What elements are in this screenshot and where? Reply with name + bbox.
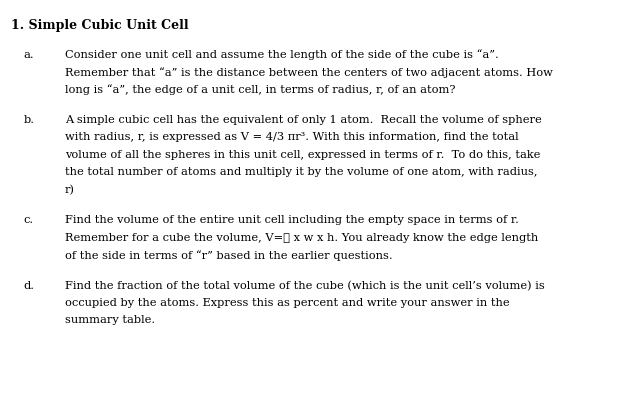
Text: Find the fraction of the total volume of the cube (which is the unit cell’s volu: Find the fraction of the total volume of… bbox=[65, 280, 545, 290]
Text: a.: a. bbox=[23, 50, 34, 59]
Text: d.: d. bbox=[23, 280, 35, 290]
Text: the total number of atoms and multiply it by the volume of one atom, with radius: the total number of atoms and multiply i… bbox=[65, 167, 537, 177]
Text: A simple cubic cell has the equivalent of only 1 atom.  Recall the volume of sph: A simple cubic cell has the equivalent o… bbox=[65, 115, 542, 125]
Text: volume of all the spheres in this unit cell, expressed in terms of r.  To do thi: volume of all the spheres in this unit c… bbox=[65, 150, 540, 159]
Text: c.: c. bbox=[23, 215, 33, 225]
Text: Find the volume of the entire unit cell including the empty space in terms of r.: Find the volume of the entire unit cell … bbox=[65, 215, 519, 225]
Text: r): r) bbox=[65, 184, 75, 195]
Text: Remember for a cube the volume, V=ℓ x w x h. You already know the edge length: Remember for a cube the volume, V=ℓ x w … bbox=[65, 232, 538, 242]
Text: occupied by the atoms. Express this as percent and write your answer in the: occupied by the atoms. Express this as p… bbox=[65, 297, 510, 307]
Text: long is “a”, the edge of a unit cell, in terms of radius, r, of an atom?: long is “a”, the edge of a unit cell, in… bbox=[65, 84, 455, 95]
Text: summary table.: summary table. bbox=[65, 315, 155, 325]
Text: Remember that “a” is the distance between the centers of two adjacent atoms. How: Remember that “a” is the distance betwee… bbox=[65, 67, 553, 78]
Text: Consider one unit cell and assume the length of the side of the cube is “a”.: Consider one unit cell and assume the le… bbox=[65, 50, 499, 60]
Text: b.: b. bbox=[23, 115, 35, 125]
Text: with radius, r, is expressed as V = 4/3 πr³. With this information, find the tot: with radius, r, is expressed as V = 4/3 … bbox=[65, 132, 518, 142]
Text: of the side in terms of “r” based in the earlier questions.: of the side in terms of “r” based in the… bbox=[65, 249, 392, 260]
Text: 1. Simple Cubic Unit Cell: 1. Simple Cubic Unit Cell bbox=[11, 19, 189, 31]
